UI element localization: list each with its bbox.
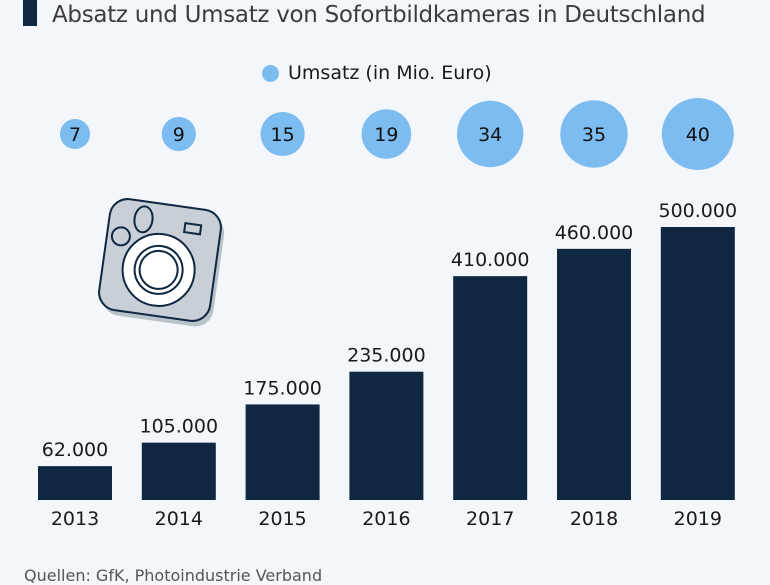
source-note: Quellen: GfK, Photoindustrie Verband [24, 566, 323, 585]
x-tick-label: 2018 [570, 508, 618, 530]
bubble-2017 [457, 100, 524, 168]
bubble-2014 [161, 116, 196, 152]
bar-2014 [141, 442, 216, 500]
bar-value-label: 410.000 [451, 249, 530, 271]
bubble-2013 [59, 118, 91, 150]
x-tick-label: 2015 [258, 508, 306, 530]
instant-camera-icon [98, 198, 225, 327]
bar-2013 [38, 466, 112, 500]
bubble-value-label: 7 [69, 124, 81, 146]
legend: Umsatz (in Mio. Euro) [262, 60, 492, 86]
bubble-2016 [361, 109, 412, 159]
x-tick-label: 2013 [51, 508, 99, 530]
x-tick-label: 2016 [362, 508, 410, 530]
bubble-value-label: 34 [478, 124, 502, 146]
title-accent-bar [23, 0, 37, 26]
bar-value-label: 175.000 [243, 377, 322, 399]
chart-title: Absatz und Umsatz von Sofortbildkameras … [52, 2, 706, 28]
x-tick-label: 2017 [466, 508, 514, 530]
bar-value-label: 500.000 [659, 200, 738, 222]
bar-2019 [660, 227, 735, 500]
bubble-value-label: 9 [173, 124, 185, 146]
bubble-2019 [661, 98, 734, 170]
bar-value-label: 460.000 [555, 222, 634, 244]
bar-value-label: 62.000 [42, 439, 108, 461]
x-tick-label: 2019 [674, 508, 722, 530]
x-tick-label: 2014 [155, 508, 203, 530]
bubble-2018 [560, 100, 628, 168]
bubble-2015 [260, 111, 305, 157]
legend-label-umsatz: Umsatz (in Mio. Euro) [288, 62, 492, 84]
bubble-value-label: 35 [582, 124, 606, 146]
legend-marker-umsatz [262, 64, 279, 82]
bubble-value-label: 19 [374, 124, 398, 146]
bar-value-label: 235.000 [347, 345, 426, 367]
bar-2018 [557, 248, 631, 500]
bar-2017 [453, 276, 528, 500]
bar-value-labels: 62.000 105.000 175.000 235.000 410.000 460.00… [42, 200, 737, 461]
bar-2016 [349, 371, 424, 500]
bar-series [38, 227, 735, 500]
bar-2015 [245, 404, 320, 500]
bubble-series: 7 9 15 19 34 35 40 [59, 98, 734, 170]
bubble-value-label: 40 [686, 124, 710, 146]
bubble-value-label: 15 [271, 124, 295, 146]
bar-value-label: 105.000 [140, 416, 219, 438]
x-axis-tick-labels: 2013 2014 2015 2016 2017 2018 2019 [51, 508, 722, 530]
